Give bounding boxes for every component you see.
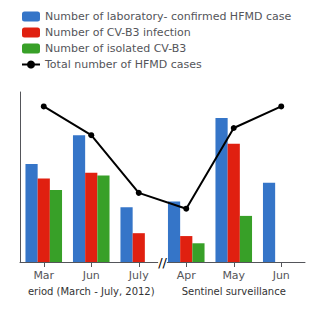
svg-text:Number of laboratory- confirme: Number of laboratory- confirmed HFMD cas… bbox=[45, 10, 291, 23]
svg-text:Apr: Apr bbox=[177, 269, 197, 282]
svg-text://: // bbox=[158, 255, 167, 270]
svg-text:Total number of HFMD cases: Total number of HFMD cases bbox=[44, 58, 202, 71]
svg-text:Number of CV-B3 infection: Number of CV-B3 infection bbox=[45, 26, 191, 39]
svg-text:Jun: Jun bbox=[272, 269, 290, 282]
svg-text:Sentinel surveillance: Sentinel surveillance bbox=[182, 286, 286, 297]
svg-text:Mar: Mar bbox=[33, 269, 54, 282]
svg-text:Jun: Jun bbox=[82, 269, 100, 282]
svg-text:July: July bbox=[128, 269, 149, 282]
svg-text:eriod (March - July, 2012): eriod (March - July, 2012) bbox=[28, 286, 155, 297]
svg-text:Number of isolated CV-B3: Number of isolated CV-B3 bbox=[45, 42, 186, 55]
svg-text:May: May bbox=[222, 269, 245, 282]
